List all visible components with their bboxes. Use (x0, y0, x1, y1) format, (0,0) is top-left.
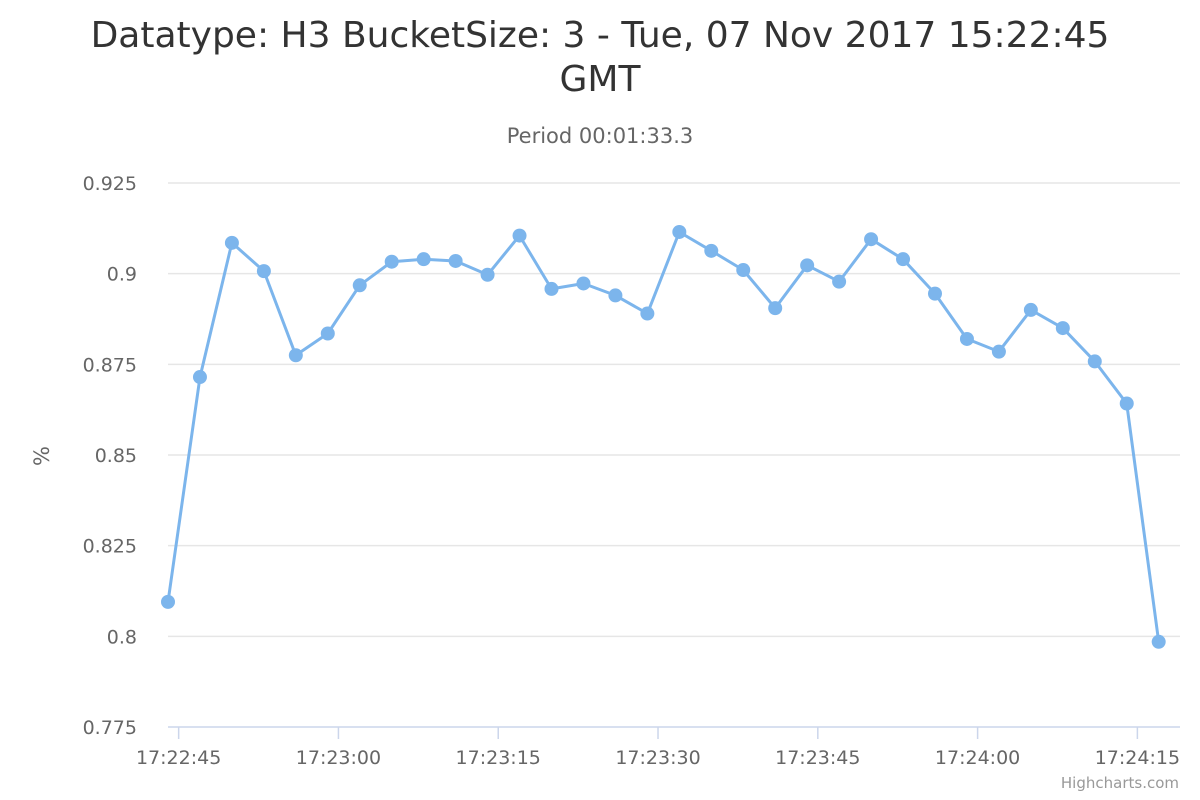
y-tick-label: 0.875 (83, 354, 137, 376)
series-1 (161, 224, 1166, 649)
series-line (166, 230, 1161, 644)
y-tick-label: 0.925 (83, 173, 137, 195)
data-point[interactable] (256, 264, 271, 279)
data-point[interactable] (608, 288, 623, 303)
data-point[interactable] (1087, 354, 1102, 369)
data-point[interactable] (640, 306, 655, 321)
data-point[interactable] (1119, 396, 1134, 411)
data-point[interactable] (161, 594, 175, 609)
data-point[interactable] (416, 252, 431, 267)
x-tick-label: 17:23:15 (456, 747, 541, 769)
y-tick-label: 0.85 (95, 445, 137, 467)
grid-lines (168, 182, 1180, 638)
credits-link[interactable]: Highcharts.com (1060, 774, 1179, 792)
data-point[interactable] (672, 224, 687, 239)
y-axis-title: % (30, 446, 54, 466)
x-axis: 17:22:45 17:23:00 17:23:15 17:23:30 17:23:45… (136, 726, 1180, 769)
data-point[interactable] (544, 281, 559, 296)
chart-title: Datatype: H3 BucketSize: 3 - Tue, 07 Nov… (90, 15, 1110, 100)
chart-subtitle: Period 00:01:33.3 (506, 124, 694, 148)
x-tick-label: 17:24:00 (935, 747, 1020, 769)
y-tick-label: 0.9 (107, 264, 137, 286)
data-point[interactable] (864, 232, 879, 247)
data-point[interactable] (991, 344, 1006, 359)
data-point[interactable] (832, 274, 847, 289)
data-point[interactable] (192, 370, 207, 385)
data-point[interactable] (576, 276, 591, 291)
data-point[interactable] (927, 286, 942, 301)
data-point[interactable] (1151, 634, 1166, 649)
x-tick-label: 17:22:45 (136, 747, 221, 769)
data-point[interactable] (800, 258, 815, 273)
x-tick-label: 17:23:00 (296, 747, 381, 769)
data-point[interactable] (288, 348, 303, 363)
data-point[interactable] (736, 263, 751, 278)
x-tick-label: 17:23:45 (775, 747, 860, 769)
y-tick-label: 0.775 (83, 717, 137, 739)
x-tick-label: 17:23:30 (615, 747, 700, 769)
x-tick-label: 17:24:15 (1095, 747, 1180, 769)
data-point[interactable] (224, 235, 239, 250)
data-point[interactable] (384, 254, 399, 269)
data-point[interactable] (448, 253, 463, 268)
data-point[interactable] (768, 301, 783, 316)
y-axis: 0.775 0.8 0.825 0.85 0.875 0.9 0.925 (83, 173, 137, 739)
data-point[interactable] (959, 331, 974, 346)
data-point[interactable] (480, 267, 495, 282)
y-tick-label: 0.8 (107, 626, 137, 648)
data-point[interactable] (1023, 302, 1038, 317)
data-point[interactable] (896, 252, 911, 267)
data-point[interactable] (1055, 321, 1070, 336)
data-point[interactable] (352, 278, 367, 293)
data-point[interactable] (320, 326, 335, 341)
data-point[interactable] (704, 243, 719, 258)
data-point[interactable] (512, 228, 527, 243)
y-tick-label: 0.825 (83, 536, 137, 558)
